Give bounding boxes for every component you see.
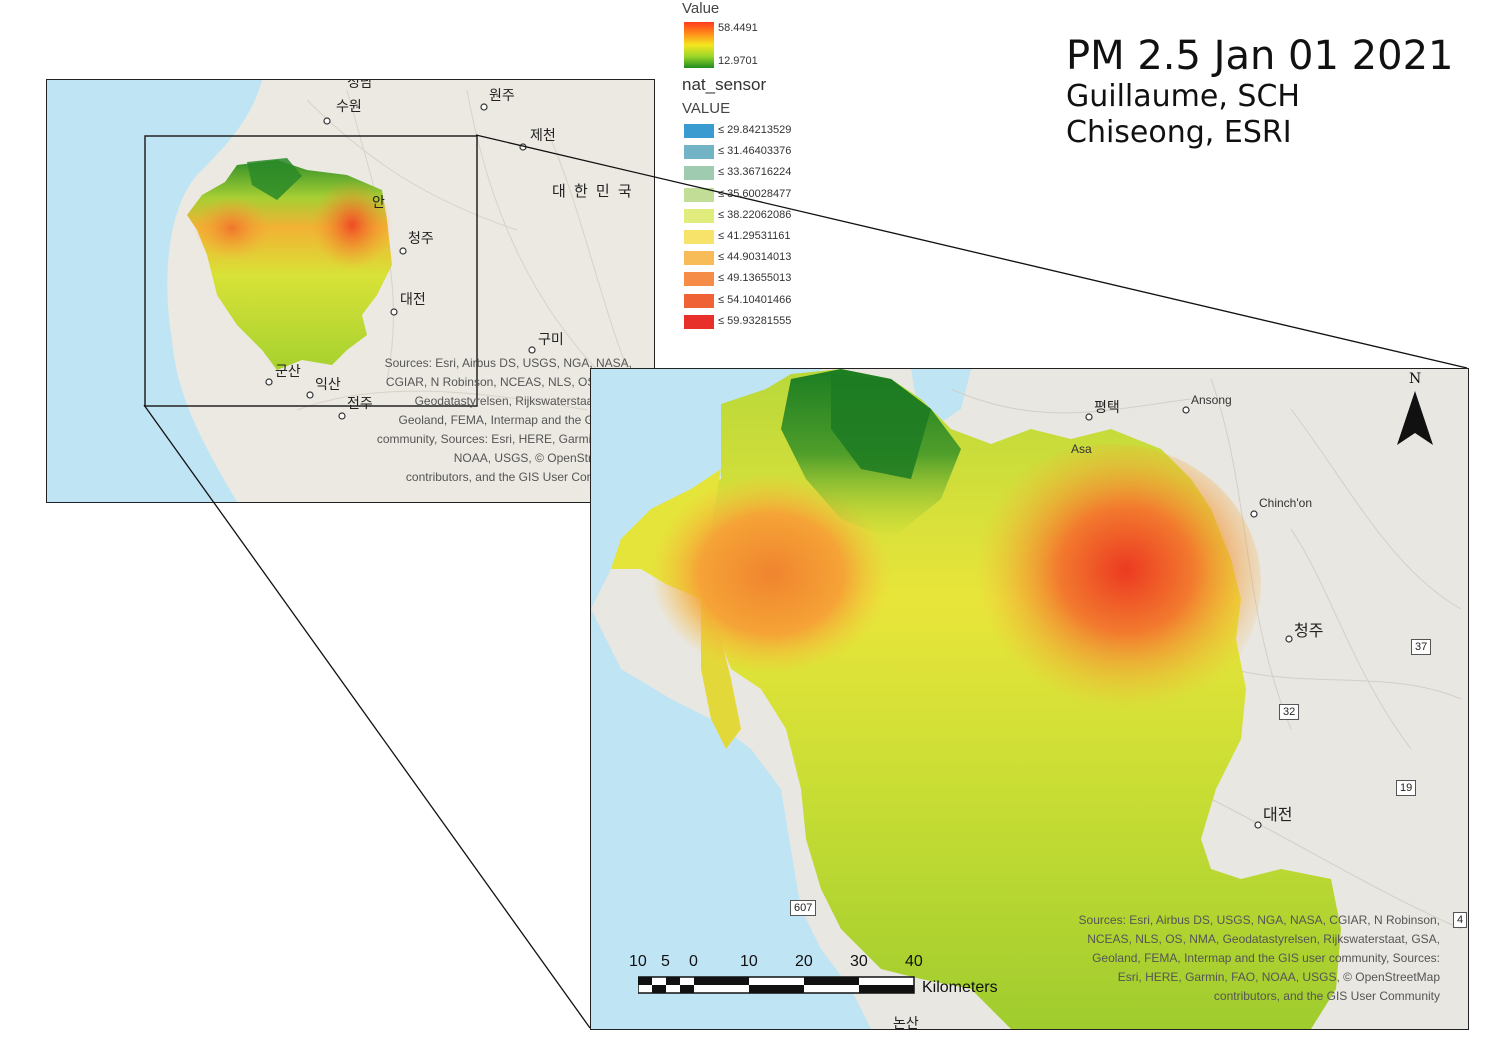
inset-label-korea: 대 한 민 국	[552, 183, 634, 200]
inset-attribution-line: CGIAR, N Robinson, NCEAS, NLS, OS, NMA,	[385, 375, 632, 389]
legend-swatch	[684, 230, 714, 244]
scale-label: 10	[740, 953, 758, 970]
legend-swatch	[684, 124, 714, 138]
main-label-daejeon: 대전	[1263, 807, 1293, 824]
legend-swatch	[684, 272, 714, 287]
legend-class-label: ≤ 35.60028477	[718, 187, 792, 200]
main-label-cheongju: 청주	[1294, 623, 1324, 640]
legend-class-label: ≤ 54.10401466	[718, 293, 792, 306]
north-arrow-icon	[1397, 391, 1433, 445]
route-shield: 4	[1453, 912, 1468, 928]
route-shield: 37	[1411, 639, 1432, 655]
legend-class-label: ≤ 49.13655013	[718, 272, 792, 285]
scale-label: 30	[850, 953, 868, 970]
legend-class-label: ≤ 29.84213529	[718, 124, 792, 136]
scale-label: 40	[905, 953, 923, 970]
legend-class-label: ≤ 59.93281555	[718, 314, 792, 327]
inset-label-daejeon: 대전	[400, 291, 426, 307]
route-shield: 607	[790, 900, 817, 916]
legend: Value 58.4491 12.9701 nat_sensor VALUE ≤…	[682, 0, 902, 340]
legend-layer-name: nat_sensor	[682, 75, 767, 94]
inset-label-suwon: 수원	[336, 98, 362, 114]
inset-label-jeonju: 전주	[347, 395, 373, 411]
inset-label-gumi: 구미	[538, 331, 564, 347]
legend-class-label: ≤ 41.29531161	[718, 230, 791, 242]
scale-unit-label: Kilometers	[922, 979, 998, 996]
legend-swatch	[684, 251, 714, 266]
inset-label-cheonan-fragment: 안	[372, 194, 385, 210]
main-attribution-line: Sources: Esri, Airbus DS, USGS, NGA, NAS…	[1078, 913, 1440, 927]
main-map-graphic	[591, 369, 1462, 1029]
legend-class-label: ≤ 33.36716224	[718, 166, 792, 179]
main-label-bottom-fragment: 논산	[893, 1015, 919, 1030]
main-label-chinchon: Chinch'on	[1259, 496, 1312, 510]
inset-label-cheongju: 청주	[408, 230, 434, 246]
inset-label-wonju: 원주	[489, 87, 515, 103]
author-line-1: Guillaume, SCH	[1066, 79, 1300, 114]
legend-ramp-min: 12.9701	[718, 55, 758, 67]
legend-swatch	[684, 187, 714, 202]
legend-value-header: Value	[682, 0, 720, 17]
main-attribution-line: Esri, HERE, Garmin, FAO, NOAA, USGS, © O…	[1117, 970, 1440, 984]
inset-label-top-fragment: 성남	[347, 79, 373, 90]
scale-label: 10	[629, 953, 647, 970]
route-shield: 19	[1396, 780, 1417, 796]
inset-label-iksan: 익산	[315, 376, 341, 392]
scale-label: 5	[661, 953, 670, 970]
legend-field-name: VALUE	[682, 100, 731, 117]
scale-label: 20	[795, 953, 813, 970]
legend-class-label: ≤ 31.46403376	[718, 145, 792, 158]
route-shield: 32	[1279, 704, 1300, 720]
legend-ramp-max: 58.4491	[718, 22, 758, 34]
main-label-pyeongtaek: 평택	[1094, 399, 1120, 415]
north-arrow: N	[1397, 371, 1437, 451]
legend-color-ramp	[684, 22, 714, 68]
main-attribution: Sources: Esri, Airbus DS, USGS, NGA, NAS…	[1079, 911, 1440, 1006]
main-attribution-line: Geoland, FEMA, Intermap and the GIS user…	[1092, 951, 1440, 965]
main-label-ansong: Ansong	[1191, 393, 1232, 407]
scale-bar-graphic	[638, 976, 915, 994]
legend-swatch	[684, 208, 714, 223]
legend-swatch	[684, 166, 714, 181]
overview-map[interactable]: 수원 성남 원주 제천 대 한 민 국 안 청주 대전 구미 군산 익산 전주 …	[46, 79, 655, 503]
map-title: PM 2.5 Jan 01 2021	[1066, 33, 1454, 79]
legend-class-label: ≤ 38.22062086	[718, 208, 792, 221]
scale-bar: 10 5 0 10 20 30 40 Kilometers	[629, 953, 1019, 1003]
legend-class-label: ≤ 44.90314013	[718, 251, 792, 264]
scale-label: 0	[689, 953, 698, 970]
north-label: N	[1409, 371, 1422, 387]
author-line-2: Chiseong, ESRI	[1066, 115, 1292, 150]
main-attribution-line: contributors, and the GIS User Community	[1213, 989, 1440, 1003]
inset-label-jecheon: 제천	[530, 127, 556, 143]
title-block: PM 2.5 Jan 01 2021 Guillaume, SCH Chiseo…	[1066, 36, 1453, 148]
main-map[interactable]: 평택 Ansong Asa Chinch'on 청주 대전 논산 37 32 1…	[590, 368, 1469, 1030]
legend-swatch	[684, 145, 714, 160]
legend-swatch	[684, 314, 714, 329]
legend-swatch	[684, 293, 714, 308]
inset-attribution-line: Geodatastyrelsen, Rijkswaterstaat, GSA,	[414, 394, 632, 408]
main-attribution-line: NCEAS, NLS, OS, NMA, Geodatastyrelsen, R…	[1087, 932, 1440, 946]
inset-label-gunsan: 군산	[275, 363, 301, 379]
main-label-asan-fragment: Asa	[1071, 442, 1092, 456]
